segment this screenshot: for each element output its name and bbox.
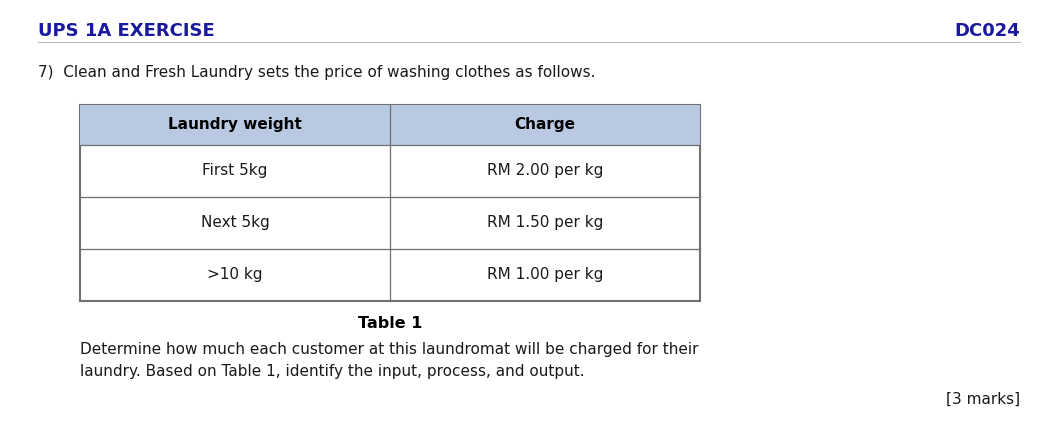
- Text: Charge: Charge: [514, 117, 576, 133]
- Text: Laundry weight: Laundry weight: [168, 117, 302, 133]
- Text: DC024: DC024: [954, 22, 1020, 40]
- Text: Table 1: Table 1: [358, 316, 422, 331]
- Bar: [80, 105, 700, 145]
- Text: laundry. Based on Table 1, identify the input, process, and output.: laundry. Based on Table 1, identify the …: [80, 364, 585, 379]
- Bar: [80, 105, 700, 301]
- Text: UPS 1A EXERCISE: UPS 1A EXERCISE: [38, 22, 215, 40]
- Text: RM 1.00 per kg: RM 1.00 per kg: [487, 268, 603, 282]
- Text: Next 5kg: Next 5kg: [201, 216, 270, 230]
- Text: >10 kg: >10 kg: [207, 268, 262, 282]
- Text: First 5kg: First 5kg: [202, 163, 268, 179]
- Text: 7)  Clean and Fresh Laundry sets the price of washing clothes as follows.: 7) Clean and Fresh Laundry sets the pric…: [38, 65, 596, 80]
- Text: RM 2.00 per kg: RM 2.00 per kg: [487, 163, 603, 179]
- Text: RM 1.50 per kg: RM 1.50 per kg: [487, 216, 603, 230]
- Text: Determine how much each customer at this laundromat will be charged for their: Determine how much each customer at this…: [80, 342, 698, 357]
- Text: [3 marks]: [3 marks]: [946, 392, 1020, 407]
